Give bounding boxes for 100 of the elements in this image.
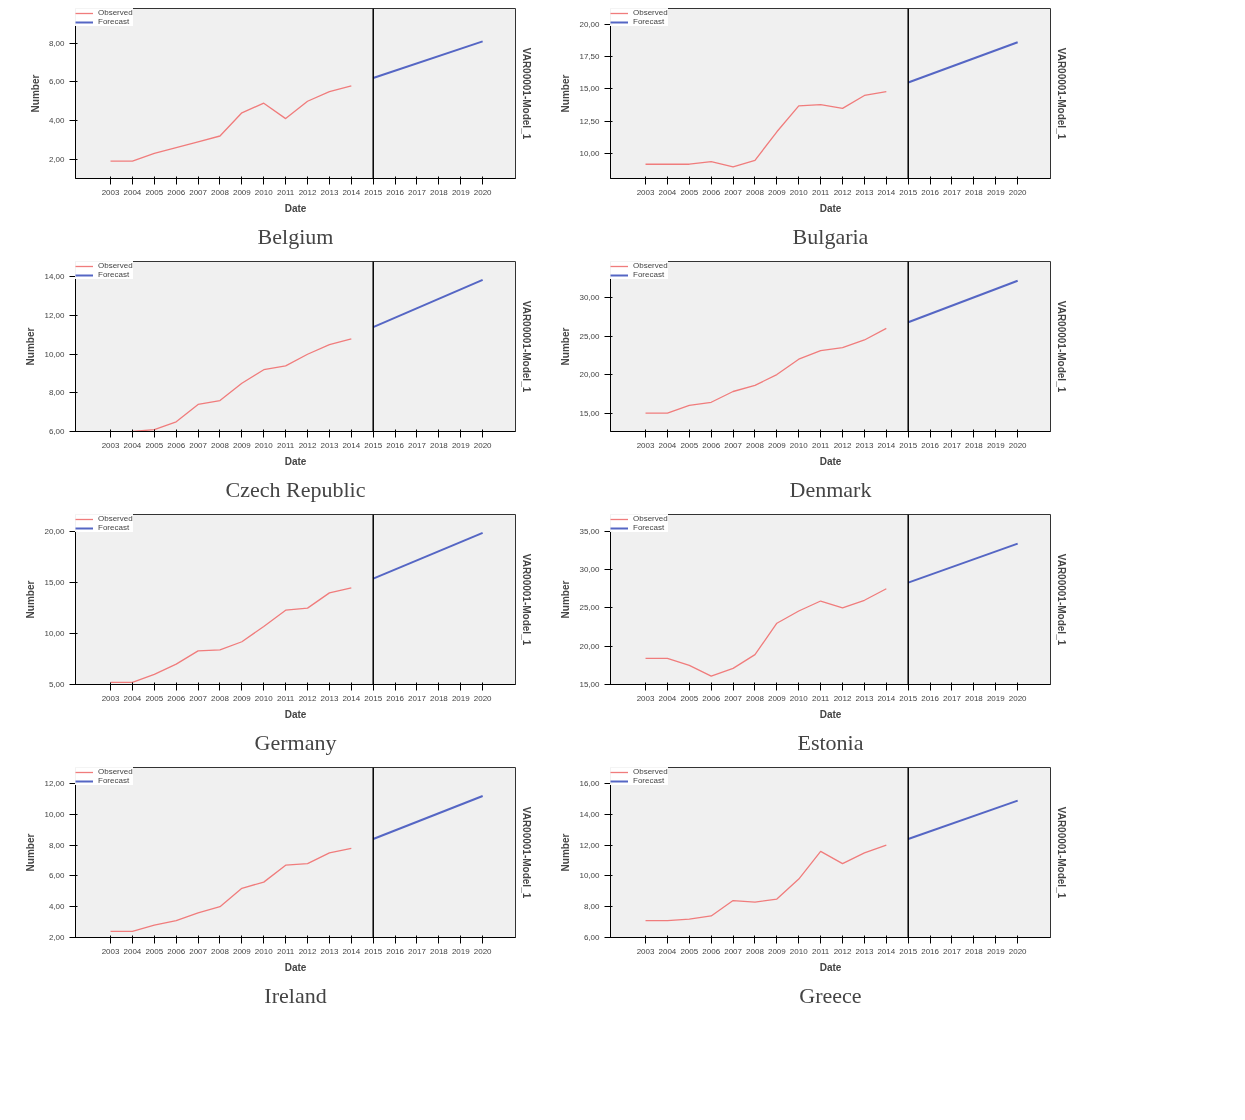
x-tick-label: 2006 xyxy=(702,946,721,956)
legend-label: Forecast xyxy=(98,270,130,279)
x-tick-label: 2020 xyxy=(473,693,493,703)
y-tick-label: 5,00 xyxy=(48,680,66,689)
legend-label: Forecast xyxy=(98,17,130,26)
y-tick-label: 10,00 xyxy=(44,629,66,639)
y-tick-label: 35,00 xyxy=(579,526,601,536)
x-tick-label: 2006 xyxy=(702,440,721,450)
x-tick-label: 2017 xyxy=(943,440,962,450)
x-tick-label: 2012 xyxy=(833,440,852,450)
x-tick-label: 2008 xyxy=(211,693,230,703)
x-tick-label: 2014 xyxy=(342,187,361,197)
x-tick-label: 2004 xyxy=(658,187,677,197)
x-tick-label: 2017 xyxy=(408,440,427,450)
x-axis-title: Date xyxy=(819,708,842,720)
y-tick-label: 10,00 xyxy=(579,871,601,881)
x-axis-title: Date xyxy=(284,455,307,467)
y2-axis-title: VAR00001-Model_1 xyxy=(520,553,532,646)
x-tick-label: 2010 xyxy=(789,187,809,197)
x-tick-label: 2011 xyxy=(812,440,830,450)
x-tick-label: 2004 xyxy=(123,693,142,703)
x-tick-label: 2014 xyxy=(877,440,896,450)
x-tick-label: 2016 xyxy=(386,946,405,956)
x-tick-label: 2010 xyxy=(789,693,809,703)
text: Ireland xyxy=(264,982,327,1008)
x-tick-label: 2015 xyxy=(899,187,918,197)
x-tick-label: 2003 xyxy=(636,693,655,703)
x-tick-label: 2013 xyxy=(320,693,339,703)
x-tick-label: 2015 xyxy=(899,440,918,450)
x-tick-label: 2008 xyxy=(211,187,230,197)
x-tick-label: 2010 xyxy=(789,946,809,956)
x-tick-label: 2012 xyxy=(833,187,852,197)
x-tick-label: 2010 xyxy=(254,187,274,197)
x-axis-title: Date xyxy=(284,202,307,214)
y-tick-label: 12,00 xyxy=(44,779,66,789)
x-tick-label: 2014 xyxy=(877,187,896,197)
x-tick-label: 2003 xyxy=(101,187,120,197)
x-tick-label: 2019 xyxy=(986,946,1006,956)
legend-label: Observed xyxy=(98,261,133,270)
x-tick-label: 2011 xyxy=(812,946,830,956)
y2-axis-title: VAR00001-Model_1 xyxy=(1055,300,1067,393)
x-axis-title: Date xyxy=(284,961,307,973)
y-tick-label: 2,00 xyxy=(48,154,66,164)
x-tick-label: 2010 xyxy=(254,440,274,450)
x-tick-label: 2013 xyxy=(855,946,874,956)
x-tick-label: 2011 xyxy=(812,693,830,703)
x-tick-label: 2005 xyxy=(680,693,699,703)
x-tick-label: 2004 xyxy=(658,946,677,956)
x-tick-label: 2020 xyxy=(473,946,493,956)
x-tick-label: 2010 xyxy=(254,946,274,956)
x-tick-label: 2007 xyxy=(189,187,208,197)
y-tick-label: 6,00 xyxy=(48,871,66,881)
x-tick-label: 2020 xyxy=(1008,187,1028,197)
x-tick-label: 2007 xyxy=(724,946,743,956)
x-tick-label: 2011 xyxy=(277,187,295,197)
x-tick-label: 2006 xyxy=(167,946,186,956)
y-tick-label: 8,00 xyxy=(48,840,66,850)
legend-label: Observed xyxy=(633,8,668,17)
y-tick-label: 14,00 xyxy=(579,809,601,819)
y-axis-title: Number xyxy=(25,833,37,872)
x-tick-label: 2016 xyxy=(921,440,940,450)
y-tick-label: 10,00 xyxy=(579,149,601,159)
x-tick-label: 2013 xyxy=(320,187,339,197)
x-tick-label: 2017 xyxy=(943,693,962,703)
y-tick-label: 10,00 xyxy=(44,349,66,359)
x-tick-label: 2005 xyxy=(145,693,164,703)
x-tick-label: 2012 xyxy=(298,693,317,703)
y-tick-label: 12,00 xyxy=(44,311,66,321)
y-axis-title: Number xyxy=(560,74,572,113)
x-tick-label: 2004 xyxy=(658,440,677,450)
y2-axis-title: VAR00001-Model_1 xyxy=(1055,553,1067,646)
x-axis-title: Date xyxy=(819,961,842,973)
text: Czech Republic xyxy=(225,476,366,502)
x-tick-label: 2007 xyxy=(724,693,743,703)
x-tick-label: 2008 xyxy=(746,187,765,197)
x-tick-label: 2016 xyxy=(386,187,405,197)
x-tick-label: 2013 xyxy=(855,693,874,703)
x-tick-label: 2009 xyxy=(767,440,787,450)
x-tick-label: 2015 xyxy=(364,187,383,197)
x-tick-label: 2013 xyxy=(855,187,874,197)
x-tick-label: 2017 xyxy=(943,946,962,956)
x-tick-label: 2012 xyxy=(298,946,317,956)
y-tick-label: 30,00 xyxy=(579,565,601,575)
x-tick-label: 2014 xyxy=(342,946,361,956)
x-tick-label: 2017 xyxy=(943,187,962,197)
x-tick-label: 2008 xyxy=(211,946,230,956)
y-axis-title: Number xyxy=(25,327,37,366)
x-tick-label: 2011 xyxy=(277,440,295,450)
x-tick-label: 2019 xyxy=(986,187,1006,197)
y-tick-label: 2,00 xyxy=(48,933,66,942)
x-tick-label: 2011 xyxy=(277,946,295,956)
x-tick-label: 2015 xyxy=(364,946,383,956)
x-tick-label: 2015 xyxy=(899,693,918,703)
legend-label: Forecast xyxy=(98,776,130,785)
x-tick-label: 2006 xyxy=(167,440,186,450)
x-tick-label: 2003 xyxy=(636,187,655,197)
x-tick-label: 2005 xyxy=(680,187,699,197)
x-tick-label: 2019 xyxy=(451,440,471,450)
x-tick-label: 2016 xyxy=(921,693,940,703)
y2-axis-title: VAR00001-Model_1 xyxy=(1055,47,1067,140)
